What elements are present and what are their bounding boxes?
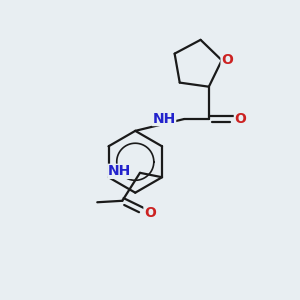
Text: NH: NH: [152, 112, 176, 125]
Text: O: O: [221, 53, 233, 67]
Text: NH: NH: [108, 164, 131, 178]
Text: O: O: [144, 206, 156, 220]
Text: O: O: [234, 112, 246, 126]
